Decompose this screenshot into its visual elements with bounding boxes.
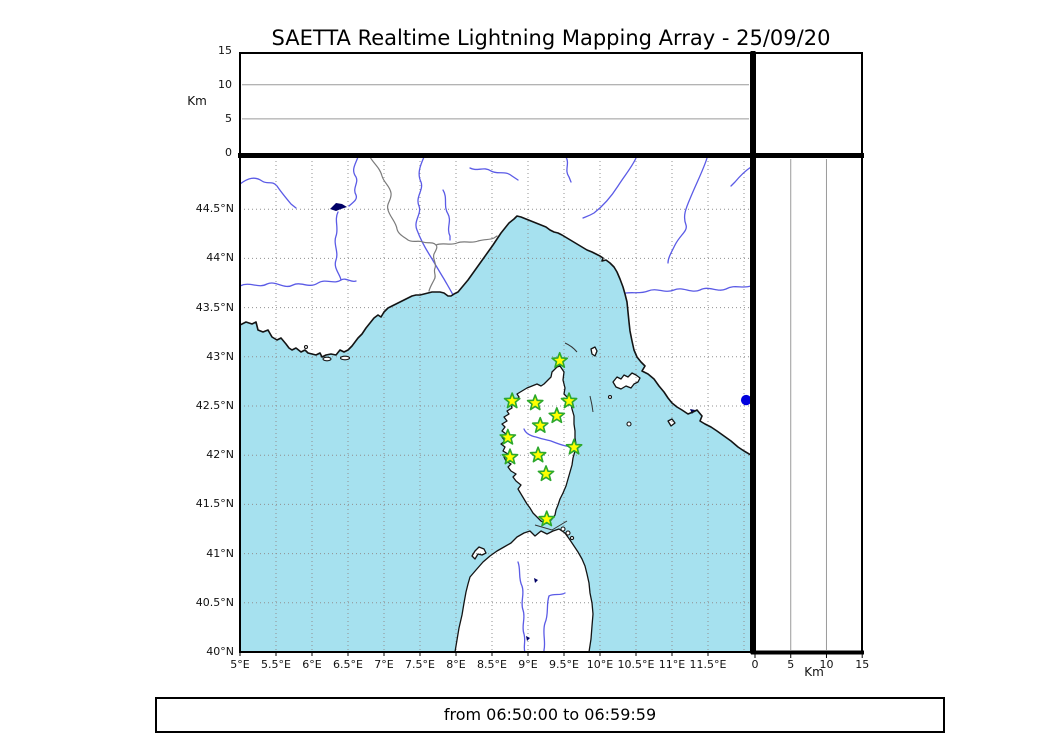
islet [607, 394, 613, 400]
time-window-text: from 06:50:00 to 06:59:59 [443, 705, 657, 724]
lat-tick-label: 40.5°N [195, 595, 234, 609]
right-altitude-panel [754, 156, 863, 653]
river [334, 211, 342, 281]
lon-tick-label: 5°E [230, 658, 250, 671]
sea-line-mark [564, 342, 578, 353]
lon-tick-label: 10.5°E [617, 658, 655, 671]
lake [330, 203, 347, 211]
hyeres-island [339, 355, 351, 361]
river-golo [523, 428, 573, 448]
river [348, 157, 359, 207]
lon-tick-label: 9.5°E [549, 658, 579, 671]
right-alt-tick-label: 0 [751, 658, 759, 671]
panel-frames [238, 51, 864, 655]
river [543, 595, 550, 652]
lake [534, 578, 538, 583]
sea-line-mark [589, 395, 594, 413]
map-landsea-fill [240, 216, 751, 652]
top-right-box [754, 52, 863, 158]
river [667, 157, 708, 264]
figure-title: SAETTA Realtime Lightning Mapping Array … [271, 26, 831, 50]
lat-tick-label: 44.5°N [195, 202, 234, 216]
detection-layer [740, 394, 751, 406]
lon-tick-label: 8.5°E [477, 658, 507, 671]
lat-tick-label: 41.5°N [195, 497, 234, 511]
river-var [415, 157, 454, 296]
maddalena-islet [560, 526, 566, 532]
country-border [369, 157, 438, 292]
axis-tickmarks [239, 652, 863, 658]
lat-tick-label: 41°N [206, 546, 234, 560]
right-alt-tick-label: 15 [855, 658, 870, 671]
river-arno [625, 285, 751, 294]
river [582, 157, 637, 219]
top-alt-tick-label: 5 [225, 111, 232, 125]
lat-tick-label: 44°N [206, 251, 234, 265]
map-coastlines [240, 215, 751, 652]
detection-dot [740, 394, 751, 406]
top-alt-tick-label: 10 [218, 77, 232, 91]
maddalena-islet [569, 535, 575, 541]
altitude-axis-unit-bottom: Km [804, 665, 824, 679]
right-alt-tick-label: 5 [787, 658, 795, 671]
river [730, 166, 751, 187]
lon-tick-label: 7.5°E [405, 658, 435, 671]
river [469, 167, 519, 181]
river [442, 189, 451, 241]
river [548, 592, 566, 597]
lake [526, 636, 530, 641]
top-alt-tick-label: 15 [218, 43, 232, 57]
river [517, 561, 526, 652]
region-border [435, 235, 498, 246]
river-durance [240, 278, 357, 288]
lon-tick-label: 5.5°E [261, 658, 291, 671]
map-graticule [240, 157, 751, 652]
sea-line-mark [534, 520, 568, 531]
pianosa-island [626, 421, 632, 427]
lon-tick-label: 7°E [374, 658, 394, 671]
map-hydro-borders [240, 157, 751, 652]
lon-tick-label: 11.5°E [689, 658, 727, 671]
islet [303, 344, 309, 350]
altitude-panel-gridlines [242, 84, 827, 650]
right-alt-tick-label: 10 [819, 658, 834, 671]
hyeres-island [322, 356, 332, 362]
time-window-box: from 06:50:00 to 06:59:59 [155, 697, 945, 733]
lon-tick-label: 9°E [518, 658, 538, 671]
lon-tick-label: 8°E [446, 658, 466, 671]
lat-tick-label: 43°N [206, 349, 234, 363]
top-altitude-panel [239, 52, 752, 158]
lon-tick-label: 6°E [302, 658, 322, 671]
maddalena-islet [565, 530, 571, 536]
river [240, 177, 297, 209]
lat-tick-label: 42.5°N [195, 399, 234, 412]
river [565, 157, 572, 183]
top-alt-tick-label: 0 [225, 146, 232, 159]
lon-tick-label: 10°E [586, 658, 614, 671]
lon-tick-label: 6.5°E [333, 658, 363, 671]
lat-tick-label: 42°N [206, 448, 234, 462]
lat-tick-label: 43.5°N [195, 300, 234, 314]
lon-tick-label: 11°E [658, 658, 686, 671]
altitude-axis-unit-left: Km [187, 94, 207, 108]
lat-tick-label: 40°N [206, 645, 234, 658]
